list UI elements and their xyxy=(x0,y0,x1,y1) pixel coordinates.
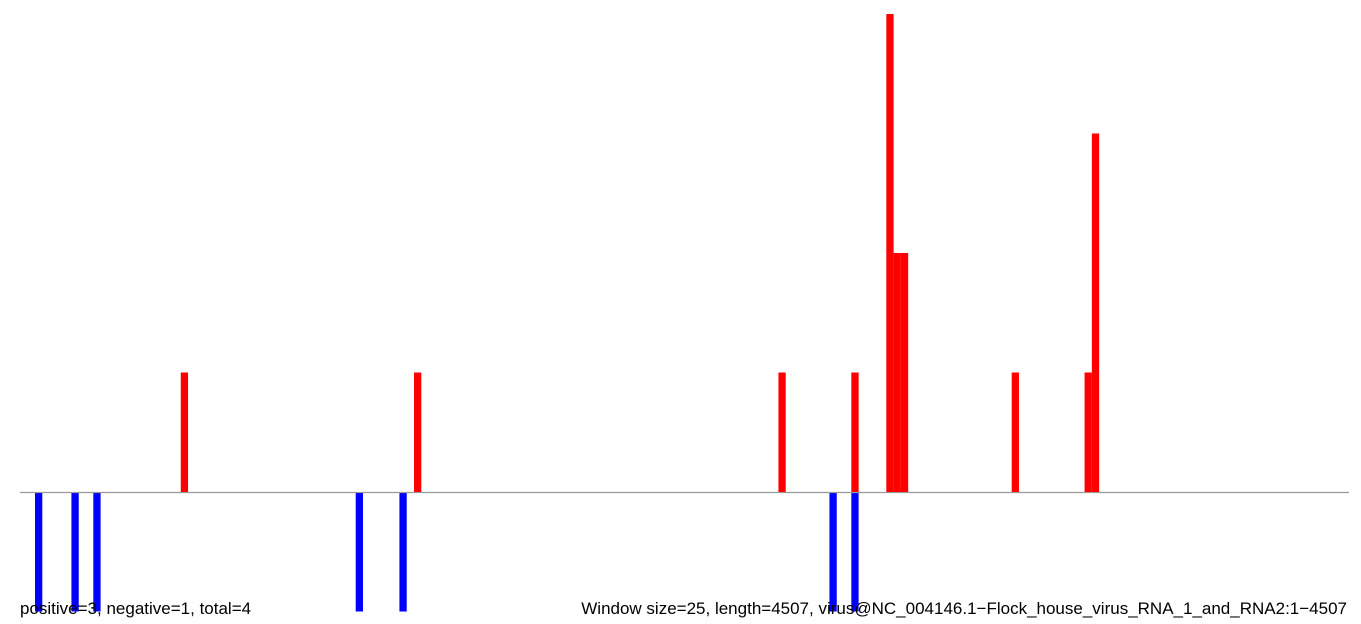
positive-bar xyxy=(1084,372,1092,492)
negative-bar xyxy=(35,492,43,612)
negative-bar xyxy=(355,492,363,612)
negative-bar xyxy=(829,492,837,612)
negative-bars-group xyxy=(35,492,859,612)
positive-bar xyxy=(180,372,189,492)
positive-bar xyxy=(893,253,901,492)
positive-bars-group xyxy=(180,14,1100,492)
positive-bar xyxy=(1011,372,1019,492)
negative-bar xyxy=(71,492,79,612)
positive-bar xyxy=(886,14,894,492)
negative-bar xyxy=(399,492,407,612)
info-label: Window size=25, length=4507, virus@NC_00… xyxy=(581,599,1347,618)
positive-bar xyxy=(900,253,909,492)
stats-label: positive=3, negative=1, total=4 xyxy=(20,599,251,618)
positive-bar xyxy=(1091,133,1100,492)
negative-bar xyxy=(93,492,101,612)
positive-bar xyxy=(778,372,786,492)
positive-bar xyxy=(851,372,859,492)
negative-bar xyxy=(851,492,859,612)
positive-bar xyxy=(414,372,422,492)
